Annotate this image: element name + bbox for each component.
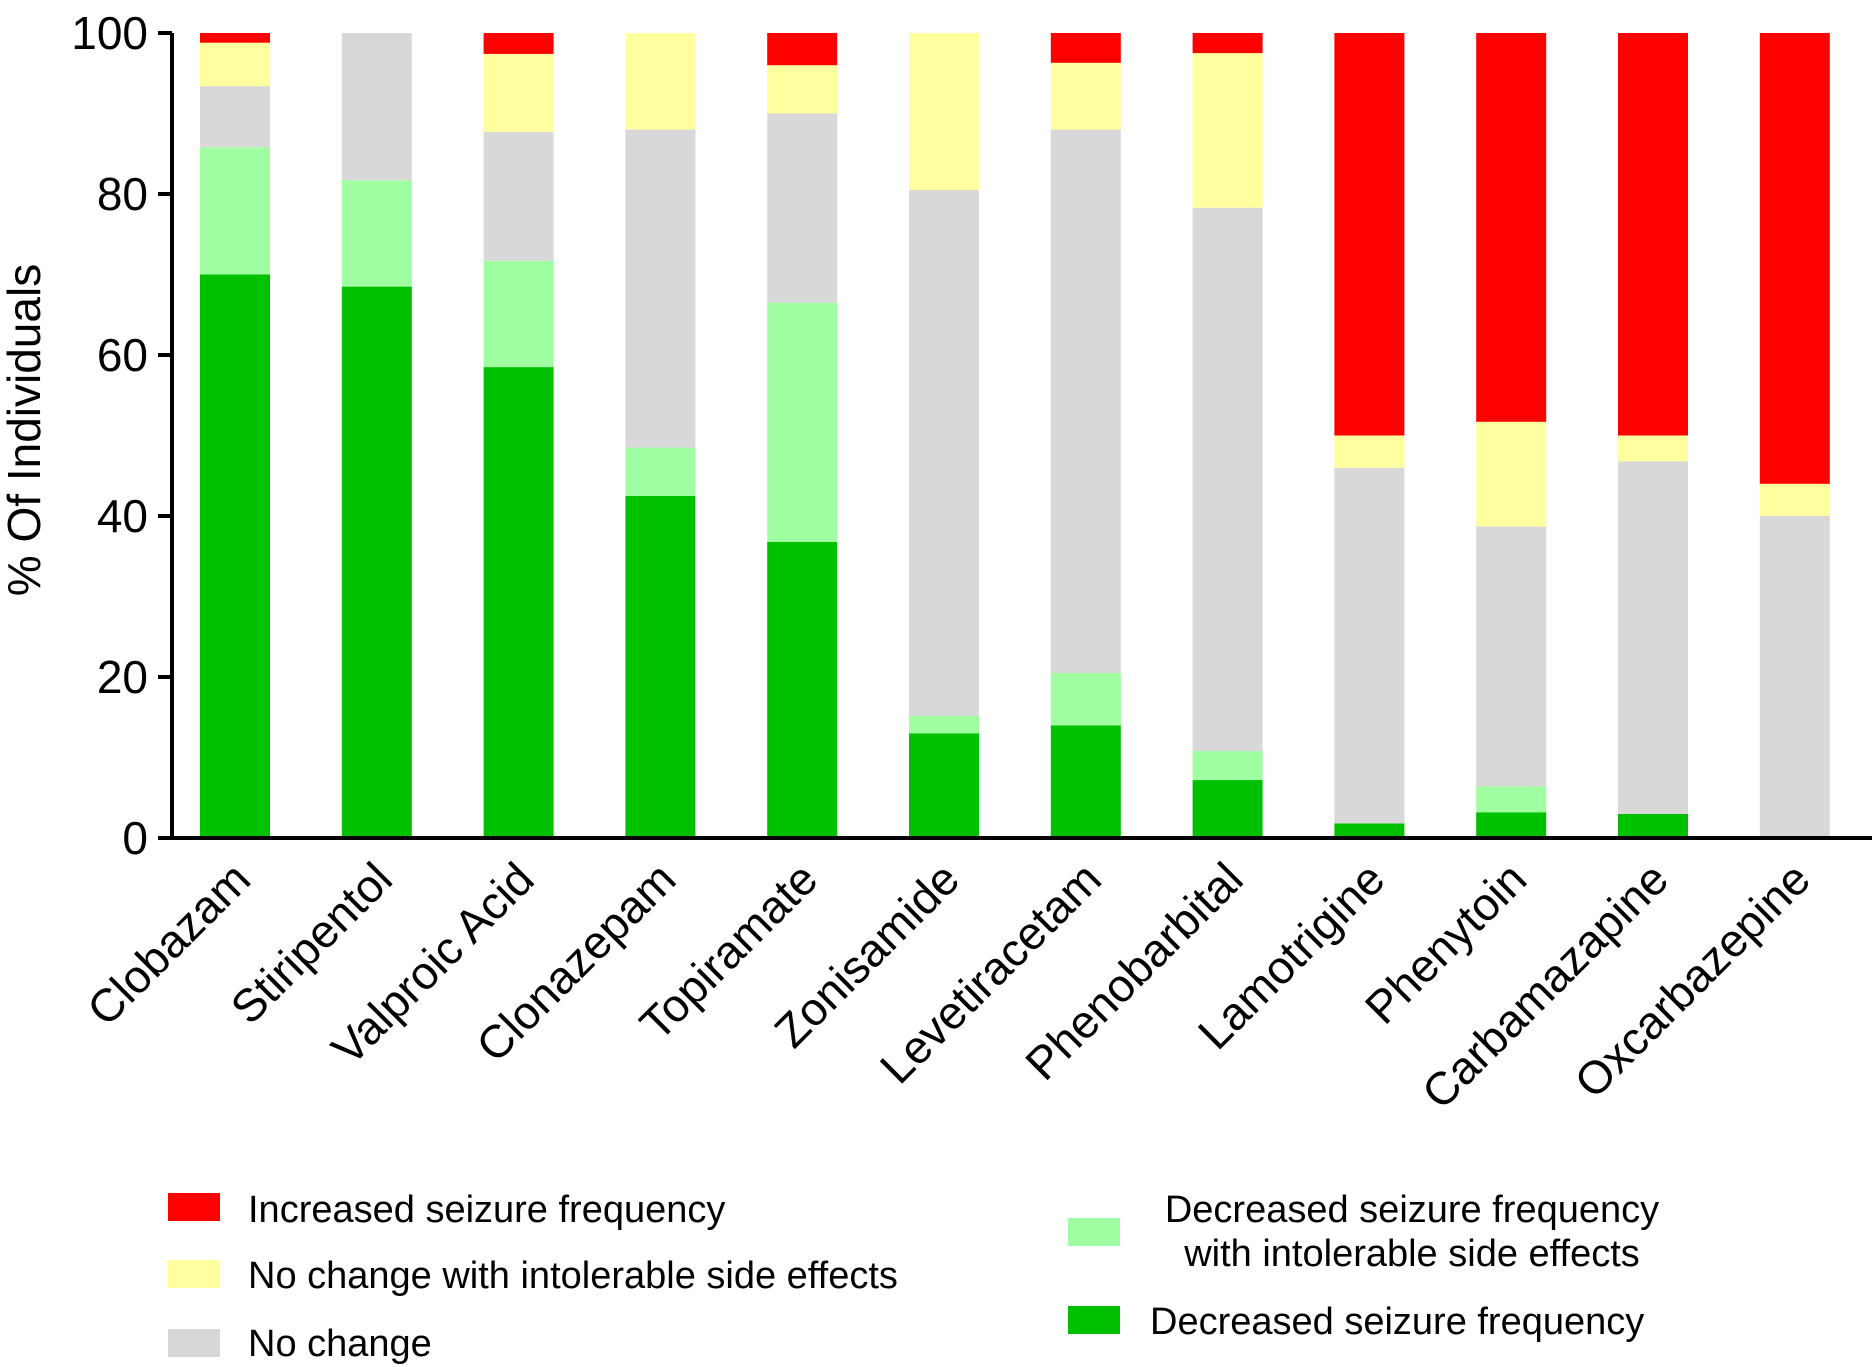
bar-segment-stiripentol-s0 — [341, 286, 412, 839]
bar-segment-clobazam-s4 — [200, 33, 270, 43]
bar-segment-clonazepam-s2 — [625, 129, 696, 448]
y-tick-label-20: 20 — [97, 651, 148, 703]
legend-label-no-change: No change — [248, 1323, 432, 1365]
bar-segment-zonisamide-s3 — [909, 33, 979, 190]
legend: Increased seizure frequency No change wi… — [168, 1189, 1659, 1365]
bar-segment-oxcarbazepine-s3 — [1759, 483, 1830, 516]
legend-item-no-change-intolerable: No change with intolerable side effects — [168, 1255, 898, 1297]
legend-label-no-change-intolerable: No change with intolerable side effects — [248, 1255, 898, 1297]
legend-swatch-no-change — [168, 1329, 220, 1357]
y-tick-label-40: 40 — [97, 490, 148, 542]
bar-segment-valproic-acid-s2 — [483, 132, 554, 261]
bar-segment-phenobarbital-s2 — [1192, 207, 1263, 752]
bar-segment-oxcarbazepine-s4 — [1759, 33, 1830, 484]
bar-segment-topiramate-s3 — [767, 65, 838, 114]
bar-segment-clonazepam-s1 — [625, 447, 696, 496]
bar-segment-topiramate-s4 — [767, 33, 838, 66]
legend-item-decreased: Decreased seizure frequency — [1068, 1301, 1644, 1343]
bar-segment-phenytoin-s4 — [1476, 33, 1547, 422]
bar-segment-levetiracetam-s2 — [1050, 129, 1121, 674]
bars-group — [200, 33, 1830, 839]
bar-segment-topiramate-s1 — [767, 302, 838, 542]
bar-segment-topiramate-s0 — [767, 541, 838, 838]
legend-swatch-decreased — [1068, 1306, 1120, 1334]
legend-swatch-no-change-intolerable — [168, 1260, 220, 1288]
y-axis: 0 20 40 60 80 100 — [71, 7, 174, 864]
bar-segment-lamotrigine-s3 — [1334, 435, 1405, 468]
legend-label-decreased-intolerable-line2: with intolerable side effects — [1183, 1233, 1640, 1275]
bar-segment-carbamazapine-s3 — [1618, 435, 1688, 462]
legend-label-decreased-intolerable-line1: Decreased seizure frequency — [1165, 1189, 1659, 1231]
bar-segment-clobazam-s3 — [200, 42, 270, 87]
y-tick-label-100: 100 — [71, 7, 148, 59]
y-axis-title: % Of Individuals — [0, 264, 50, 596]
bar-segment-levetiracetam-s4 — [1050, 33, 1121, 63]
bar-segment-valproic-acid-s3 — [483, 53, 554, 132]
bar-segment-valproic-acid-s1 — [483, 260, 554, 368]
bar-segment-phenytoin-s2 — [1476, 526, 1547, 787]
bar-segment-phenobarbital-s3 — [1192, 53, 1263, 208]
bar-segment-lamotrigine-s4 — [1334, 33, 1405, 436]
legend-item-no-change: No change — [168, 1323, 432, 1365]
y-tick-label-0: 0 — [122, 812, 148, 864]
legend-item-decreased-intolerable: Decreased seizure frequency with intoler… — [1068, 1189, 1659, 1275]
legend-item-increased: Increased seizure frequency — [168, 1189, 725, 1231]
bar-segment-topiramate-s2 — [767, 113, 838, 303]
bar-segment-phenobarbital-s4 — [1192, 33, 1263, 54]
bar-segment-phenobarbital-s1 — [1192, 751, 1263, 781]
bar-segment-clobazam-s2 — [200, 86, 270, 148]
bar-segment-levetiracetam-s3 — [1050, 62, 1121, 130]
bar-segment-carbamazapine-s2 — [1618, 461, 1688, 814]
bar-segment-zonisamide-s1 — [909, 715, 979, 734]
bar-segment-lamotrigine-s0 — [1334, 823, 1405, 838]
legend-label-increased: Increased seizure frequency — [248, 1189, 725, 1231]
bar-segment-phenytoin-s3 — [1476, 421, 1547, 527]
bar-segment-clobazam-s0 — [200, 274, 270, 838]
bar-segment-valproic-acid-s0 — [483, 367, 554, 838]
bar-segment-clonazepam-s0 — [625, 495, 696, 838]
bar-segment-valproic-acid-s4 — [483, 33, 554, 54]
legend-label-decreased: Decreased seizure frequency — [1150, 1301, 1644, 1343]
bar-segment-zonisamide-s0 — [909, 733, 979, 838]
y-tick-label-60: 60 — [97, 329, 148, 381]
bar-segment-phenytoin-s1 — [1476, 786, 1547, 813]
legend-swatch-increased — [168, 1193, 220, 1221]
bar-segment-phenobarbital-s0 — [1192, 780, 1263, 838]
bar-segment-oxcarbazepine-s2 — [1759, 516, 1830, 838]
bar-segment-phenytoin-s0 — [1476, 812, 1547, 838]
bar-segment-levetiracetam-s1 — [1050, 673, 1121, 726]
bar-segment-levetiracetam-s0 — [1050, 725, 1121, 838]
bar-segment-zonisamide-s2 — [909, 190, 979, 716]
legend-swatch-decreased-intolerable — [1068, 1218, 1120, 1246]
bar-segment-stiripentol-s1 — [341, 180, 412, 287]
bar-segment-clonazepam-s3 — [625, 33, 696, 130]
bar-segment-clobazam-s1 — [200, 147, 270, 275]
bar-segment-lamotrigine-s2 — [1334, 467, 1405, 824]
y-tick-label-80: 80 — [97, 168, 148, 220]
bar-segment-carbamazapine-s0 — [1618, 813, 1688, 838]
bar-segment-carbamazapine-s4 — [1618, 33, 1688, 436]
bar-segment-stiripentol-s2 — [341, 33, 412, 181]
x-tick-label-carbamazapine: Carbamazapine — [1412, 852, 1678, 1118]
